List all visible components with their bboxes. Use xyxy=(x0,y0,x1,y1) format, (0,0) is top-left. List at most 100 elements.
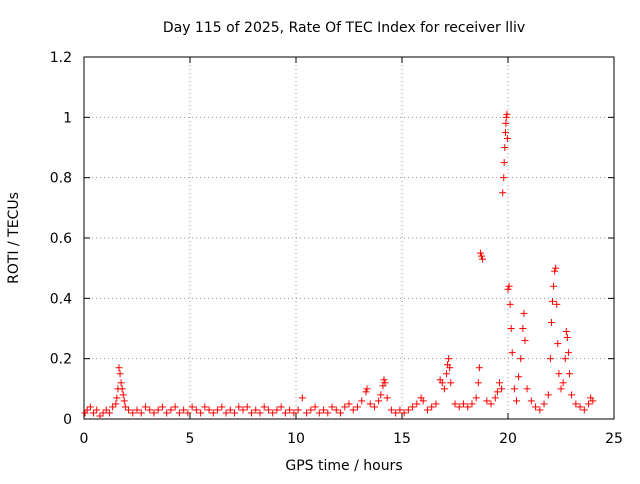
data-point xyxy=(298,394,306,402)
data-point xyxy=(440,385,448,393)
data-point xyxy=(510,385,518,393)
data-point xyxy=(90,409,98,417)
data-point xyxy=(419,397,427,405)
x-tick-label: 0 xyxy=(80,431,89,447)
data-point xyxy=(500,174,508,182)
x-tick-label: 10 xyxy=(287,431,305,447)
data-point xyxy=(585,400,593,408)
data-point xyxy=(432,400,440,408)
data-point xyxy=(553,300,561,308)
data-point xyxy=(118,385,126,393)
data-point xyxy=(328,403,336,411)
data-point xyxy=(565,370,573,378)
data-point xyxy=(564,349,572,357)
y-axis-label: ROTI / TECUs xyxy=(6,192,22,284)
x-axis-ticks: 0 5 10 15 20 25 xyxy=(80,57,623,447)
y-tick-label: 0.2 xyxy=(50,352,72,368)
y-tick-label: 1.2 xyxy=(50,50,72,66)
data-point xyxy=(96,412,104,420)
data-point xyxy=(550,282,558,290)
data-point xyxy=(551,267,559,275)
data-point xyxy=(455,403,463,411)
data-point xyxy=(277,403,285,411)
data-point xyxy=(218,403,226,411)
data-point xyxy=(507,325,515,332)
data-point xyxy=(192,406,200,414)
data-point xyxy=(491,394,499,402)
data-point xyxy=(235,403,243,411)
data-point xyxy=(260,403,268,411)
data-point xyxy=(459,400,467,408)
data-point xyxy=(502,113,510,121)
data-point xyxy=(536,406,544,414)
data-point xyxy=(269,409,277,417)
data-point xyxy=(226,406,234,414)
data-point xyxy=(150,409,158,417)
data-point xyxy=(167,406,175,414)
data-point xyxy=(546,355,554,363)
data-point xyxy=(387,406,395,414)
data-point xyxy=(337,409,345,417)
data-point xyxy=(381,379,389,387)
data-point xyxy=(554,340,562,348)
data-point xyxy=(505,282,513,290)
data-point xyxy=(496,379,504,387)
data-point xyxy=(201,403,209,411)
data-point xyxy=(83,406,91,414)
data-point xyxy=(102,406,110,414)
y-tick-label: 0.4 xyxy=(50,291,72,307)
data-point xyxy=(532,403,540,411)
data-point xyxy=(125,406,133,414)
data-point xyxy=(413,400,421,408)
data-point xyxy=(500,159,508,167)
x-tick-label: 20 xyxy=(499,431,517,447)
data-point xyxy=(555,370,563,378)
data-point xyxy=(409,403,417,411)
data-point xyxy=(521,337,529,345)
data-point xyxy=(197,409,205,417)
data-point xyxy=(502,119,510,127)
data-point xyxy=(294,406,302,414)
data-point xyxy=(362,388,370,396)
data-point xyxy=(508,349,516,357)
data-point xyxy=(358,397,366,405)
data-point xyxy=(175,409,183,417)
data-point xyxy=(443,370,451,378)
data-point xyxy=(273,406,281,414)
data-point xyxy=(349,406,357,414)
data-point xyxy=(119,391,127,399)
data-point xyxy=(86,403,94,411)
data-point xyxy=(231,409,239,417)
data-point xyxy=(117,379,125,387)
data-point xyxy=(428,403,436,411)
data-point xyxy=(479,255,487,263)
y-tick-label: 0.6 xyxy=(50,231,72,247)
data-point xyxy=(478,252,485,260)
data-point xyxy=(116,370,124,378)
data-point xyxy=(572,400,580,408)
data-point xyxy=(568,391,576,399)
data-point xyxy=(446,364,454,372)
data-point xyxy=(523,385,531,393)
data-point xyxy=(445,355,453,363)
data-point xyxy=(345,400,353,408)
data-point xyxy=(303,409,311,417)
data-point xyxy=(341,403,349,411)
data-point xyxy=(498,385,506,393)
y-tick-label: 0.8 xyxy=(50,171,72,187)
data-point xyxy=(504,285,512,293)
data-point xyxy=(286,406,294,414)
x-axis-label: GPS time / hours xyxy=(285,458,402,474)
data-point xyxy=(499,189,507,197)
data-point xyxy=(563,334,571,342)
data-point xyxy=(93,406,101,414)
data-point xyxy=(400,409,408,417)
data-point xyxy=(515,373,523,381)
data-point xyxy=(205,406,213,414)
data-point xyxy=(589,397,597,405)
data-point xyxy=(547,318,555,326)
chart-title: Day 115 of 2025, Rate Of TEC Index for r… xyxy=(163,20,525,36)
x-tick-label: 15 xyxy=(393,431,411,447)
data-point xyxy=(540,400,548,408)
data-point xyxy=(247,409,255,417)
